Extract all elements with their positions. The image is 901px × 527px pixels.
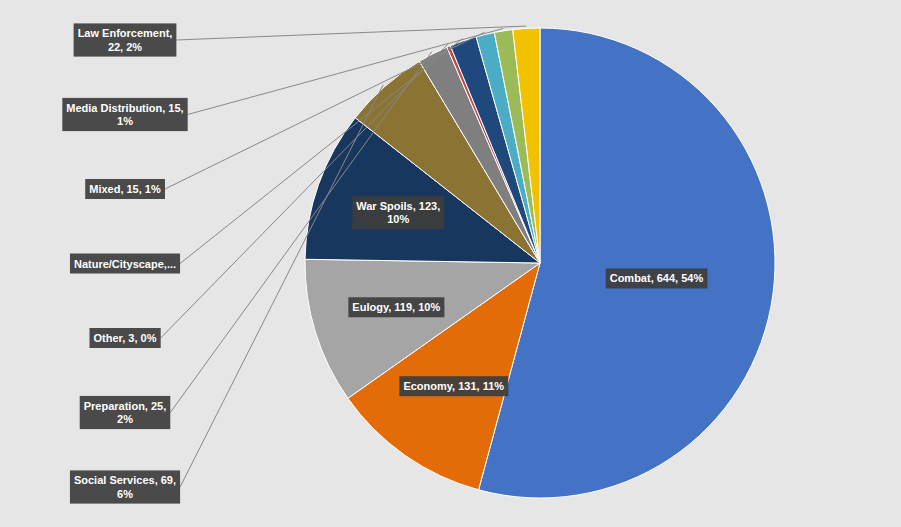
slice — [305, 259, 540, 398]
label-box — [80, 396, 171, 429]
label-box — [85, 179, 165, 199]
labels: Combat, 644, 54% Economy, 131, 11% Eulogy,… — [62, 23, 707, 503]
slice-label-group: Combat, 644, 54% — [606, 268, 708, 288]
label-box — [399, 376, 508, 396]
slice-label: Combat, 644, 54% — [610, 272, 704, 284]
slice-label-group: Media Distribution, 15,1% — [62, 98, 187, 131]
slice-label-group: Nature/Cityscape,... — [70, 254, 180, 274]
slice-label-group: Preparation, 25,2% — [80, 396, 171, 429]
slice-label: Nature/Cityscape,... — [74, 258, 176, 270]
slice-label: Law Enforcement,22, 2% — [78, 27, 173, 52]
slice-label-group: Economy, 131, 11% — [399, 376, 508, 396]
connector — [180, 85, 383, 487]
label-box — [352, 196, 444, 229]
slice-label-group: War Spoils, 123,10% — [352, 196, 444, 229]
chart-container: Combat, 644, 54% Economy, 131, 11% Eulogy,… — [0, 0, 901, 527]
connector — [188, 29, 503, 115]
slice-label-group: Mixed, 15, 1% — [85, 179, 165, 199]
chart: Combat, 644, 54% Economy, 131, 11% Eulogy,… — [0, 0, 901, 527]
slice-label-group: Law Enforcement,22, 2% — [74, 23, 177, 56]
slice-label: Social Services, 69,6% — [74, 474, 176, 499]
slice-label: Mixed, 15, 1% — [89, 183, 161, 195]
slice-label: Economy, 131, 11% — [403, 380, 504, 392]
slices — [305, 28, 775, 498]
slice-label: Media Distribution, 15,1% — [66, 102, 183, 127]
slice — [513, 28, 540, 263]
label-box — [70, 470, 180, 503]
slice-label: Other, 3, 0% — [94, 332, 157, 344]
connectors — [161, 26, 527, 487]
connector — [170, 52, 432, 413]
slice-label: War Spoils, 123,10% — [356, 200, 440, 225]
slice-label-group: Social Services, 69,6% — [70, 470, 180, 503]
slice-label-group: Other, 3, 0% — [90, 328, 161, 348]
slice-label: Eulogy, 119, 10% — [352, 301, 440, 313]
label-box — [74, 23, 177, 56]
slice-label-group: Eulogy, 119, 10% — [348, 297, 444, 317]
slice-label: Preparation, 25,2% — [84, 400, 167, 425]
label-box — [90, 328, 161, 348]
label-box — [606, 268, 708, 288]
label-box — [348, 297, 444, 317]
label-box — [62, 98, 187, 131]
label-box — [70, 254, 180, 274]
